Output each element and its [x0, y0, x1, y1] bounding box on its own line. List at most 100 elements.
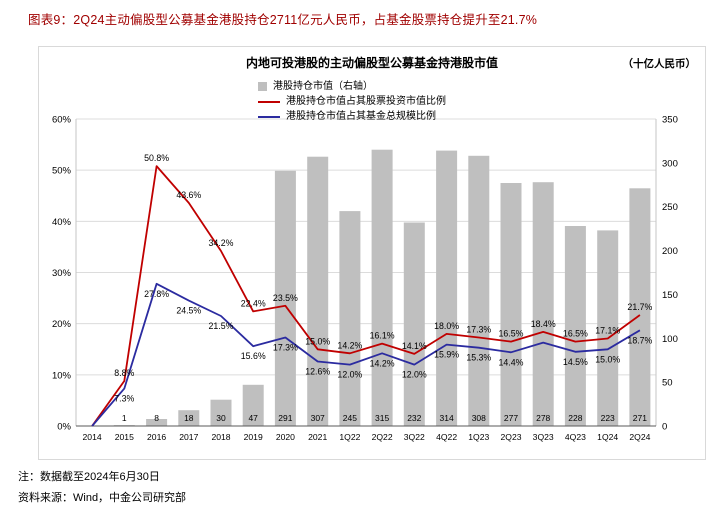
- stock-ratio-line-point-label: 17.3%: [466, 325, 491, 335]
- x-axis-category-label: 2018: [211, 432, 230, 442]
- chart-title: 内地可投港股的主动偏股型公募基金持港股市值: [245, 56, 498, 70]
- figure-caption: 图表9：2Q24主动偏股型公募基金港股持仓2711亿元人民币，占基金股票持仓提升…: [28, 13, 538, 27]
- right-axis-tick-label: 50: [662, 378, 673, 389]
- stock-ratio-line-point-label: 16.5%: [563, 329, 588, 339]
- bar-value-label: 228: [568, 413, 582, 423]
- hk-holdings-bar: [564, 226, 586, 426]
- x-axis-category-label: 2017: [179, 432, 198, 442]
- aum-ratio-line: [91, 282, 641, 427]
- legend-label-holdings: 港股持仓市值（右轴）: [273, 80, 373, 92]
- stock-ratio-line-point-label: 43.6%: [176, 190, 201, 200]
- legend-item-holdings-bar: 港股持仓市值（右轴）: [258, 81, 373, 93]
- bar-value-label: 245: [343, 413, 357, 423]
- right-axis-tick-label: 200: [662, 246, 678, 257]
- stock-ratio-line-point-label: 18.0%: [434, 321, 459, 331]
- aum-ratio-line-point-label: 27.8%: [144, 289, 169, 299]
- bar-value-label: 315: [375, 413, 389, 423]
- bar-value-label: 291: [278, 413, 292, 423]
- bar-value-label: 1: [122, 413, 127, 423]
- stock-ratio-line-point-label: 18.4%: [531, 319, 556, 329]
- x-axis-category-label: 3Q23: [533, 432, 554, 442]
- hk-holdings-bar: [468, 155, 490, 427]
- x-axis-category-label: 2020: [276, 432, 295, 442]
- left-axis-tick-label: 30%: [52, 268, 72, 279]
- stock-ratio-line-point-label: 14.1%: [402, 341, 427, 351]
- bar-value-label: 30: [216, 413, 226, 423]
- data-cutoff-note: 注：数据截至2024年6月30日: [18, 471, 160, 483]
- hk-holdings-bar: [500, 183, 522, 426]
- hk-holdings-bar: [339, 211, 361, 426]
- stock-ratio-line-point-label: 15.0%: [305, 336, 330, 346]
- legend-label-aum-ratio: 港股持仓市值占其基金总规模比例: [286, 110, 436, 122]
- left-axis-tick-label: 10%: [52, 370, 72, 381]
- hk-holdings-bar: [178, 410, 200, 426]
- left-axis-tick-label: 60%: [52, 115, 72, 126]
- right-axis-tick-label: 250: [662, 202, 678, 213]
- bar-value-label: 232: [407, 413, 421, 423]
- bar-value-label: 314: [440, 413, 454, 423]
- x-axis-category-label: 2014: [83, 432, 102, 442]
- bar-value-label: 223: [601, 413, 615, 423]
- x-axis-category-label: 2Q23: [500, 432, 521, 442]
- source-note: 资料来源：Wind，中金公司研究部: [18, 492, 187, 504]
- bar-legend-marker-icon: [258, 82, 267, 91]
- stock-ratio-line-point-label: 50.8%: [144, 153, 169, 163]
- aum-ratio-line-point-label: 15.9%: [434, 350, 459, 360]
- hk-holdings-bar: [597, 230, 619, 426]
- left-axis-tick-label: 0%: [57, 422, 71, 433]
- x-axis-category-label: 3Q22: [404, 432, 425, 442]
- legend-label-stock-ratio: 港股持仓市值占其股票投资市值比例: [286, 95, 446, 107]
- x-axis-category-label: 2019: [244, 432, 263, 442]
- x-axis-category-label: 2Q22: [372, 432, 393, 442]
- aum-ratio-line-point-label: 7.3%: [114, 394, 134, 404]
- aum-ratio-line-point-label: 15.0%: [595, 354, 620, 364]
- chart-plot: 0% 10% 20% 30% 40% 50% 60% 0 50 100 150 200 250 300 35…: [52, 115, 678, 443]
- hk-holdings-bar: [274, 170, 296, 426]
- x-axis-category-label: 1Q24: [597, 432, 618, 442]
- aum-ratio-line-point-label: 14.2%: [370, 358, 395, 368]
- stock-ratio-line: [91, 165, 641, 427]
- hk-holdings-bar: [210, 399, 232, 426]
- legend-item-stock-ratio-line: 港股持仓市值占其股票投资市值比例: [258, 96, 446, 108]
- stock-ratio-line-point-label: 17.1%: [595, 326, 620, 336]
- aum-ratio-line-point-label: 12.0%: [337, 370, 362, 380]
- right-axis-tick-label: 350: [662, 115, 678, 126]
- x-axis-category-label: 1Q23: [468, 432, 489, 442]
- bar-value-label: 308: [472, 413, 486, 423]
- aum-ratio-line-point-label: 12.6%: [305, 367, 330, 377]
- aum-ratio-line-point-label: 17.3%: [273, 343, 298, 353]
- hk-holdings-bar: [307, 156, 329, 426]
- red-line-legend-marker-icon: [258, 100, 280, 103]
- stock-ratio-line-point-label: 23.5%: [273, 293, 298, 303]
- right-axis-tick-label: 150: [662, 290, 678, 301]
- bar-value-label: 307: [311, 413, 325, 423]
- hk-holdings-bar: [371, 149, 393, 426]
- stock-ratio-line-point-label: 16.1%: [370, 331, 395, 341]
- bar-value-label: 271: [633, 413, 647, 423]
- x-axis-category-label: 4Q22: [436, 432, 457, 442]
- aum-ratio-line-point-label: 15.3%: [466, 353, 491, 363]
- bar-value-label: 18: [184, 413, 194, 423]
- left-axis-tick-label: 20%: [52, 319, 72, 330]
- x-axis-category-label: 2015: [115, 432, 134, 442]
- aum-ratio-line-point-label: 18.7%: [627, 335, 652, 345]
- aum-ratio-line-point-label: 15.6%: [241, 351, 266, 361]
- hk-holdings-bar: [436, 150, 458, 426]
- bar-value-label: 47: [248, 413, 258, 423]
- chart-legend: 港股持仓市值（右轴） 港股持仓市值占其股票投资市值比例 港股持仓市值占其基金总规…: [39, 78, 705, 123]
- stock-ratio-line-point-label: 14.2%: [337, 340, 362, 350]
- aum-ratio-line-point-label: 24.5%: [176, 306, 201, 316]
- chart-container: 0% 10% 20% 30% 40% 50% 60% 0 50 100 150 200 250 300 35…: [38, 46, 706, 460]
- stock-ratio-line-point-label: 21.7%: [627, 302, 652, 312]
- left-axis-tick-label: 50%: [52, 166, 72, 177]
- stock-ratio-line-point-label: 8.8%: [114, 368, 134, 378]
- hk-holdings-bar: [532, 182, 554, 426]
- aum-ratio-line-point-label: 14.4%: [499, 357, 524, 367]
- right-axis-tick-label: 300: [662, 158, 678, 169]
- right-axis-tick-label: 0: [662, 422, 667, 433]
- hk-holdings-bar: [629, 188, 651, 426]
- x-axis-category-label: 2Q24: [629, 432, 650, 442]
- aum-ratio-line-point-label: 21.5%: [209, 321, 234, 331]
- chart-unit-label: （十亿人民币）: [622, 58, 697, 70]
- chart-legend-items: 港股持仓市值（右轴） 港股持仓市值占其股票投资市值比例 港股持仓市值占其基金总规…: [258, 81, 446, 123]
